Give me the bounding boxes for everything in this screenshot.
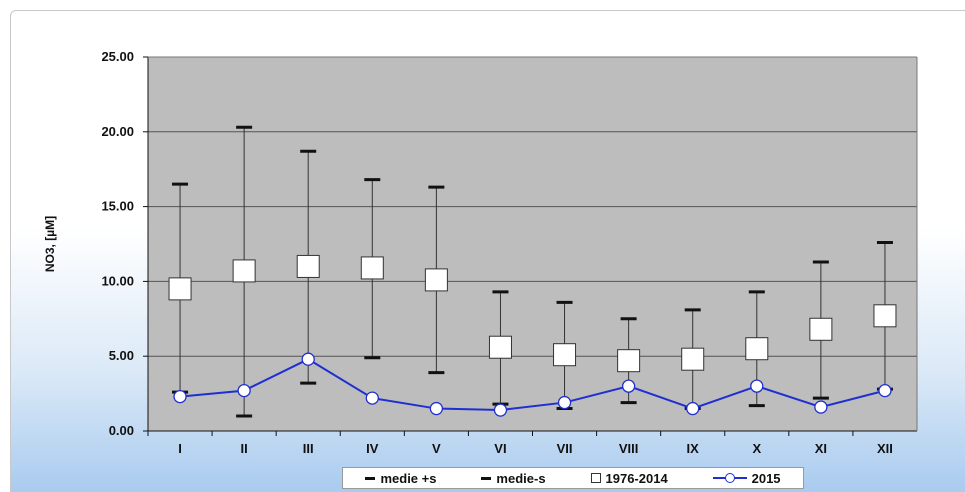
point-2015 [237,383,251,398]
legend-label: medie +s [380,470,437,486]
y-tick-label: 10.00 [101,273,134,288]
legend-item-1976-2014: 1976-2014 [590,470,668,486]
point-2015 [365,391,379,405]
legend-label: 2015 [751,470,781,486]
series-2015 [173,352,892,417]
point-2015 [557,395,572,410]
mean-1976-2014-marker [681,347,705,371]
point-2015 [429,401,444,416]
y-axis-label: NO3, [µM] [43,216,57,272]
circle-line-marker-icon [712,473,747,483]
dash-marker-icon [365,476,376,480]
x-tick-labels: I II III IV V VI VII VIII IX X XI XII [147,431,893,456]
mean-1976-2014-marker [809,317,833,341]
point-2015 [878,383,892,398]
y-tick-label: 20.00 [101,124,134,139]
legend-label: 1976-2014 [605,470,668,486]
x-tick-label: III [303,441,314,456]
y-tick-label: 0.00 [109,423,134,438]
point-2015 [621,379,636,393]
mean-1976-2014-marker [360,256,384,280]
legend-item-medie-plus-s: medie +s [365,471,436,486]
x-tick-label: X [752,441,761,456]
x-tick-label: XII [877,441,893,456]
x-tick-label: XI [815,441,827,456]
x-tick-label: IX [687,441,700,456]
mean-1976-2014-marker [168,277,192,301]
x-tick-label: VII [557,441,573,456]
point-2015 [750,379,764,393]
mean-1976-2014-marker [488,335,512,359]
point-2015 [173,389,187,404]
y-tick-labels: 0.00 5.00 10.00 15.00 20.00 25.00 [101,49,134,438]
x-tick-label: VIII [619,441,639,456]
mean-1976-2014-marker [296,254,320,278]
x-tick-label: II [241,441,248,456]
y-tick-label: 25.00 [101,49,134,64]
legend-item-medie-minus-s: medie-s [481,470,546,486]
series-2015-line [179,358,886,412]
series-1976-2014 [168,254,897,373]
x-tick-label: I [178,441,182,456]
legend-item-2015: 2015 [712,470,781,486]
mean-1976-2014-marker [745,337,769,361]
point-2015 [301,352,315,366]
square-marker-icon [590,473,601,483]
x-tick-label: VI [494,441,506,456]
x-tick-label: IV [366,441,379,456]
y-tick-label: 5.00 [109,348,134,363]
legend: medie +s medie-s 1976-2014 2015 [342,467,804,489]
mean-1976-2014-marker [232,259,256,283]
y-tick-label: 15.00 [101,199,134,214]
point-2015 [493,403,508,417]
mean-1976-2014-marker [873,304,897,328]
legend-label: medie-s [496,470,546,486]
x-tick-label: V [432,441,441,456]
point-2015 [814,400,828,414]
point-2015 [686,401,700,416]
mean-1976-2014-marker [553,343,577,367]
mean-1976-2014-marker [617,349,641,373]
plot-area [148,57,917,431]
mean-1976-2014-marker [424,268,448,292]
dash-marker-icon [481,476,492,480]
